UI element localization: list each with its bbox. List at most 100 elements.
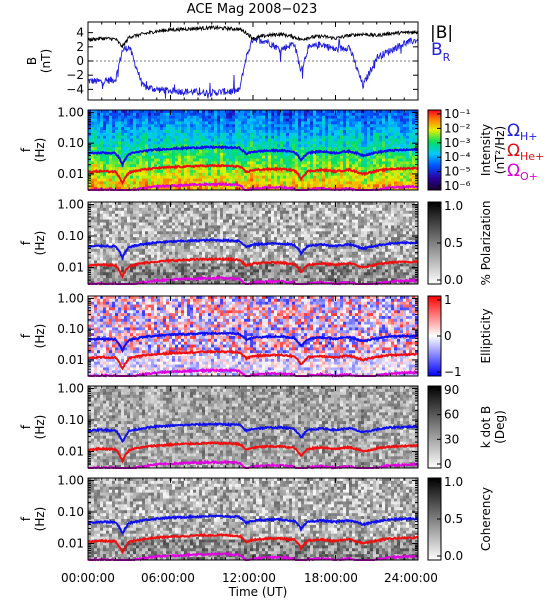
- spectrogram-cell: [292, 118, 296, 122]
- spectrogram-cell: [199, 213, 203, 218]
- spectrogram-cell: [295, 118, 299, 122]
- spectrogram-cell: [292, 178, 296, 182]
- spectrogram-cell: [118, 110, 122, 114]
- spectrogram-cell: [325, 152, 329, 157]
- spectrogram-cell: [172, 202, 176, 206]
- spectrogram-cell: [178, 161, 182, 165]
- spectrogram-cell: [121, 231, 125, 235]
- spectrogram-cell: [127, 135, 131, 139]
- spectrogram-cell: [226, 150, 230, 154]
- spectrogram-cell: [97, 248, 101, 253]
- spectrogram-cell: [130, 147, 134, 151]
- spectrogram-cell: [130, 228, 134, 232]
- spectrogram-cell: [166, 222, 170, 226]
- spectrogram-cell: [262, 237, 266, 241]
- spectrogram-cell: [142, 138, 146, 142]
- spectrogram-cell: [103, 121, 107, 125]
- spectrogram-cell: [220, 254, 224, 259]
- spectrogram-cell: [109, 124, 113, 128]
- spectrogram-cell: [220, 118, 224, 122]
- spectrogram-cell: [250, 135, 254, 139]
- spectrogram-cell: [136, 257, 140, 261]
- spectrogram-cell: [322, 124, 326, 128]
- spectrogram-cell: [274, 147, 278, 151]
- spectrogram-cell: [391, 110, 395, 114]
- spectrogram-cell: [94, 161, 98, 165]
- spectrogram-cell: [127, 216, 131, 220]
- spectrogram-cell: [217, 118, 221, 122]
- spectrogram-cell: [127, 147, 131, 151]
- spectrogram-cell: [358, 132, 362, 137]
- spectrogram-cell: [373, 152, 377, 157]
- spectrogram-cell: [136, 147, 140, 151]
- spectrogram-cell: [178, 248, 182, 253]
- spectrogram-cell: [391, 164, 395, 168]
- spectrogram-cell: [139, 231, 143, 235]
- spectrogram-cell: [262, 248, 266, 253]
- spectrogram-cell: [220, 152, 224, 157]
- spectrogram-cell: [136, 237, 140, 241]
- spectrogram-cell: [268, 204, 272, 209]
- spectrogram-cell: [178, 272, 182, 276]
- spectrogram-cell: [283, 110, 287, 114]
- spectrogram-cell: [253, 178, 257, 182]
- spectrogram-cell: [172, 260, 176, 264]
- spectrogram-cell: [241, 248, 245, 253]
- spectrogram-cell: [103, 228, 107, 232]
- spectrogram-cell: [190, 172, 194, 177]
- spectrogram-cell: [175, 112, 179, 117]
- spectrogram-cell: [355, 187, 359, 191]
- spectrogram-cell: [253, 207, 257, 212]
- spectrogram-cell: [328, 181, 332, 185]
- spectrogram-cell: [331, 127, 335, 131]
- spectrogram-cell: [223, 263, 227, 267]
- spectrogram-cell: [220, 260, 224, 264]
- spectrogram-cell: [226, 234, 230, 238]
- spectrogram-cell: [229, 130, 233, 134]
- spectrogram-cell: [127, 234, 131, 238]
- spectrogram-cell: [127, 281, 131, 285]
- spectrogram-cell: [268, 155, 272, 159]
- spectrogram-cell: [208, 152, 212, 157]
- spectrogram-cell: [100, 254, 104, 259]
- spectrogram-cell: [250, 178, 254, 182]
- spectrogram-cell: [121, 141, 125, 145]
- spectrogram-cell: [175, 178, 179, 182]
- spectrogram-cell: [283, 124, 287, 128]
- spectrogram-cell: [268, 184, 272, 188]
- spectrogram-cell: [139, 172, 143, 177]
- spectrogram-cell: [175, 204, 179, 209]
- spectrogram-cell: [325, 175, 329, 179]
- spectrogram-cell: [94, 219, 98, 223]
- colorbar-tick-label: 10⁻⁶: [444, 179, 471, 193]
- spectrogram-cell: [139, 184, 143, 188]
- spectrogram-cell: [133, 110, 137, 114]
- spectrogram-cell: [391, 161, 395, 165]
- spectrogram-cell: [286, 161, 290, 165]
- spectrogram-cell: [133, 161, 137, 165]
- spectrogram-cell: [256, 213, 260, 218]
- spectrogram-cell: [175, 245, 179, 250]
- spectrogram-cell: [151, 243, 155, 247]
- spectrogram-cell: [385, 135, 389, 139]
- spectrogram-cell: [118, 161, 122, 165]
- spectrogram-cell: [109, 275, 113, 279]
- spectrogram-cell: [169, 172, 173, 177]
- spectrogram-cell: [343, 115, 347, 119]
- spectrogram-cell: [295, 150, 299, 154]
- spectrogram-cell: [262, 240, 266, 244]
- spectrogram-cell: [343, 141, 347, 145]
- spectrogram-cell: [232, 144, 236, 148]
- spectrogram-cell: [259, 204, 263, 209]
- spectrogram-cell: [343, 121, 347, 125]
- spectrogram-cell: [181, 254, 185, 259]
- spectrogram-cell: [346, 144, 350, 148]
- spectrogram-cell: [160, 144, 164, 148]
- spectrogram-cell: [169, 222, 173, 226]
- spectrogram-cell: [382, 110, 386, 114]
- spectrogram-cell: [175, 243, 179, 247]
- spectrogram-cell: [220, 112, 224, 117]
- spectrogram-cell: [376, 132, 380, 137]
- spectrogram-cell: [121, 245, 125, 250]
- spectrogram-cell: [154, 175, 158, 179]
